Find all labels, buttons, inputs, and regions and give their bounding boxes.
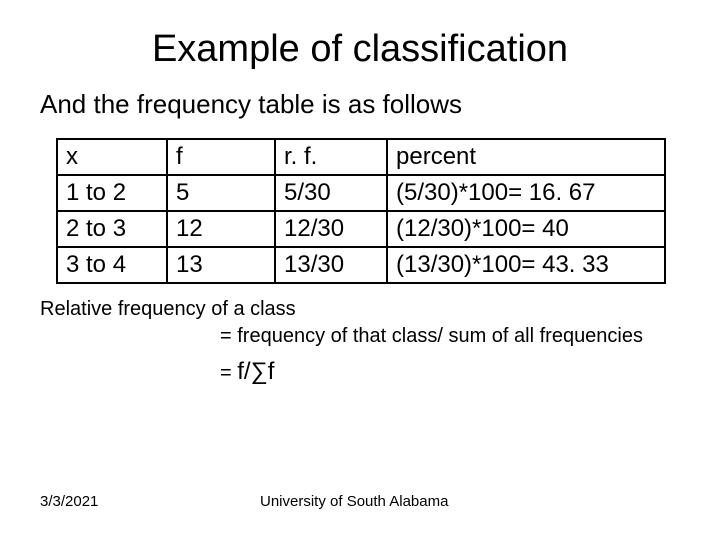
table-row: 2 to 3 12 12/30 (12/30)*100= 40: [57, 211, 665, 247]
table-cell: 5: [167, 175, 275, 211]
note-line-2: = frequency of that class/ sum of all fr…: [0, 321, 720, 348]
table-cell: 12/30: [275, 211, 387, 247]
table-cell: (5/30)*100= 16. 67: [387, 175, 665, 211]
table-cell: (13/30)*100= 43. 33: [387, 247, 665, 283]
table-cell: (12/30)*100= 40: [387, 211, 665, 247]
slide: Example of classification And the freque…: [0, 0, 720, 540]
formula-expression: f/∑f: [237, 358, 274, 385]
table-row: 3 to 4 13 13/30 (13/30)*100= 43. 33: [57, 247, 665, 283]
table-cell: 13/30: [275, 247, 387, 283]
slide-title: Example of classification: [0, 0, 720, 89]
footer-organization: University of South Alabama: [260, 493, 448, 510]
table-header-cell: x: [57, 139, 167, 175]
slide-subtitle: And the frequency table is as follows: [0, 89, 720, 138]
table-header-cell: r. f.: [275, 139, 387, 175]
table-row: x f r. f. percent: [57, 139, 665, 175]
note-line-1: Relative frequency of a class: [0, 284, 720, 321]
table-cell: 12: [167, 211, 275, 247]
table-cell: 1 to 2: [57, 175, 167, 211]
frequency-table: x f r. f. percent 1 to 2 5 5/30 (5/30)*1…: [56, 138, 666, 284]
table-header-cell: percent: [387, 139, 665, 175]
formula: = f/∑f: [0, 348, 720, 386]
table-cell: 13: [167, 247, 275, 283]
table-row: 1 to 2 5 5/30 (5/30)*100= 16. 67: [57, 175, 665, 211]
formula-equals: =: [220, 362, 237, 384]
table-cell: 5/30: [275, 175, 387, 211]
footer-date: 3/3/2021: [40, 493, 98, 510]
table-header-cell: f: [167, 139, 275, 175]
table-cell: 2 to 3: [57, 211, 167, 247]
table-cell: 3 to 4: [57, 247, 167, 283]
